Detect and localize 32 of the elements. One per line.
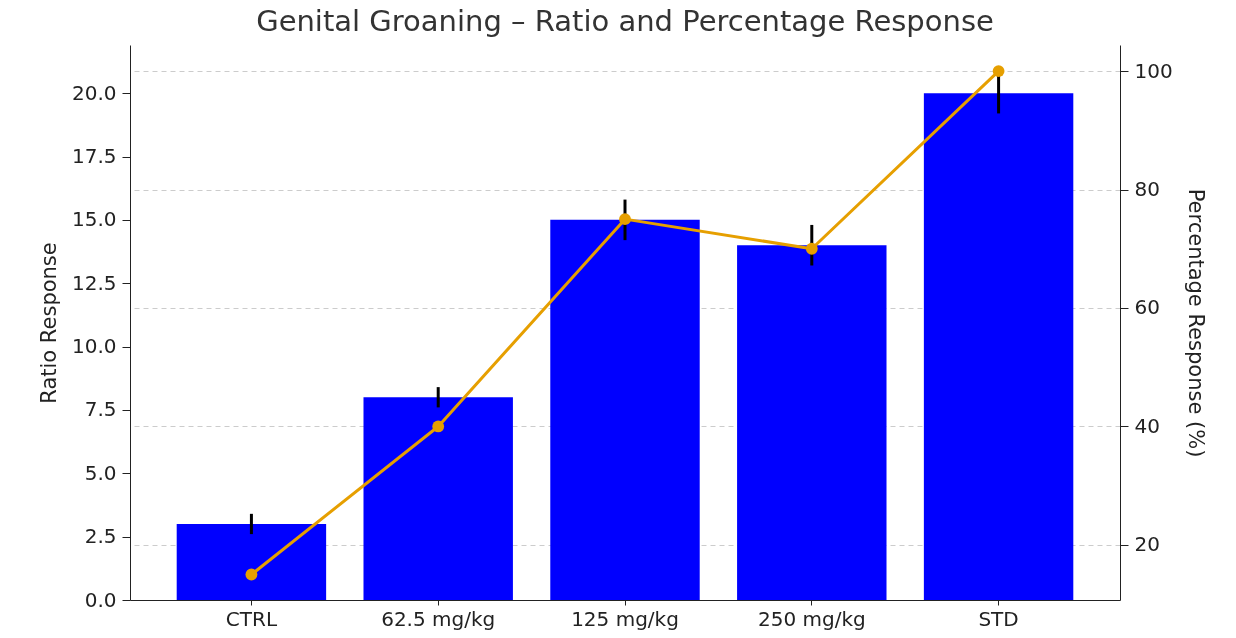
y2-tick-label: 100 — [1134, 58, 1173, 83]
bar — [923, 93, 1074, 600]
y-tick-label: 20.0 — [71, 80, 117, 105]
x-tick-label: STD — [978, 606, 1019, 631]
bar — [176, 523, 327, 600]
y2-axis-title: Percentage Response (%) — [1183, 188, 1208, 458]
y2-tick-label: 60 — [1134, 295, 1160, 320]
x-tick-label: 62.5 mg/kg — [381, 606, 496, 631]
y2-tick-label: 40 — [1134, 413, 1160, 438]
y-tick-label: 12.5 — [71, 270, 117, 295]
y-tick-label: 10.0 — [71, 334, 117, 359]
y-tick-label: 15.0 — [71, 207, 117, 232]
y-tick-label: 0.0 — [84, 587, 117, 612]
x-tick-label: 250 mg/kg — [757, 606, 866, 631]
y-tick-label: 2.5 — [84, 524, 117, 549]
point — [245, 568, 258, 581]
y-tick-label: 7.5 — [84, 397, 117, 422]
chart-title: Genital Groaning – Ratio and Percentage Response — [256, 4, 994, 38]
point — [432, 420, 445, 433]
bar — [363, 397, 513, 600]
y-axis-title: Ratio Response — [36, 242, 61, 404]
bar — [550, 219, 700, 600]
bar — [737, 245, 887, 600]
y-tick-label: 17.5 — [71, 144, 117, 169]
point — [992, 65, 1005, 77]
x-tick-label: CTRL — [225, 606, 278, 631]
point — [619, 213, 631, 226]
y-tick-label: 5.0 — [84, 460, 117, 485]
y2-tick-label: 80 — [1134, 177, 1160, 202]
y2-tick-label: 20 — [1134, 532, 1160, 557]
point — [805, 242, 818, 255]
x-tick-label: 125 mg/kg — [571, 606, 679, 631]
